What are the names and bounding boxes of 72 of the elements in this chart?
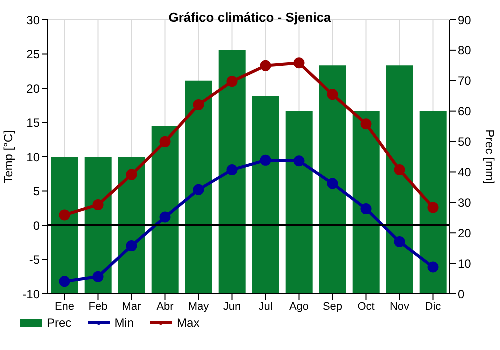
y-tick-label: 20 (26, 82, 40, 96)
x-tick-label: Ene (54, 300, 75, 313)
bar (319, 66, 346, 294)
point (327, 89, 338, 100)
y2-tick-label: 20 (458, 226, 472, 240)
x-tick-label: Oct (358, 300, 375, 313)
point (59, 210, 70, 221)
x-tick-label: Sep (322, 300, 343, 313)
y2-tick-label: 0 (458, 287, 465, 302)
chart-title: Gráfico climático - Sjenica (168, 10, 332, 25)
y-tick-label: 0 (33, 218, 40, 233)
point (226, 76, 238, 88)
y2-tick-label: 40 (458, 165, 472, 180)
point (260, 154, 272, 166)
x-tick-label: Jul (258, 300, 273, 313)
x-tick-label: Jun (223, 300, 242, 313)
x-tick-label: Ago (289, 300, 310, 313)
bar (386, 66, 414, 294)
bar (286, 111, 313, 294)
point (59, 276, 70, 288)
point (126, 240, 138, 252)
point (294, 58, 305, 69)
point (394, 164, 406, 176)
x-tick-label: Feb (88, 300, 108, 313)
point (327, 178, 338, 190)
point (126, 169, 138, 180)
point (394, 236, 406, 248)
point (360, 118, 372, 130)
legend-label: Max (177, 316, 200, 330)
point (260, 60, 272, 72)
point (92, 271, 104, 282)
bar (252, 96, 280, 294)
bar (118, 157, 146, 294)
x-tick-label: Mar (122, 300, 142, 313)
bar (218, 50, 246, 294)
bar (420, 111, 447, 294)
x-tick-label: May (188, 300, 210, 313)
y-tick-label: 5 (33, 184, 40, 199)
y2-axis-title: Prec [mm] (482, 130, 497, 184)
y2-tick-label: 60 (458, 104, 472, 119)
point (226, 164, 238, 176)
point (160, 136, 171, 148)
x-tick-label: Nov (390, 300, 410, 313)
y-tick-label: 15 (26, 116, 40, 130)
bar (352, 111, 380, 294)
y2-tick-label: 70 (458, 74, 472, 88)
bar (84, 157, 112, 294)
y2-tick-label: 50 (458, 135, 472, 150)
y2-tick-label: 30 (458, 196, 472, 210)
y-tick-label: 25 (26, 48, 40, 62)
point (160, 212, 171, 223)
point (92, 199, 104, 210)
x-tick-label: Dic (425, 300, 442, 313)
y-tick-label: 10 (26, 150, 40, 164)
y-tick-label: -10 (22, 287, 40, 302)
x-tick-label: Abr (156, 300, 174, 313)
y2-tick-label: 80 (458, 44, 472, 58)
point (193, 99, 204, 110)
point (428, 262, 439, 273)
point (294, 156, 305, 167)
point (360, 204, 372, 215)
y-tick-label: 30 (26, 13, 40, 28)
y2-tick-label: 90 (458, 13, 472, 28)
y-axis-title: Temp [°C] (1, 130, 16, 184)
bar (51, 157, 78, 294)
point (193, 184, 204, 196)
y2-tick-label: 10 (458, 256, 472, 271)
legend-label: Min (114, 316, 134, 330)
bar (185, 80, 212, 294)
legend-label: Prec (47, 316, 72, 330)
point (428, 202, 439, 214)
y-tick-label: -5 (29, 253, 40, 268)
